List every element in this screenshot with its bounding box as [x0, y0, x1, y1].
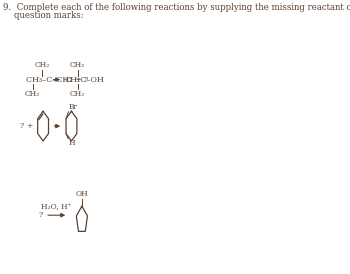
Text: CH₃–C–CH₂ + ?: CH₃–C–CH₂ + ? — [26, 76, 89, 84]
Text: CH₂: CH₂ — [70, 61, 85, 69]
Text: ? +: ? + — [20, 122, 33, 130]
Text: CH₂: CH₂ — [25, 90, 40, 98]
Text: H: H — [69, 139, 75, 147]
Text: H₂O, H⁺: H₂O, H⁺ — [41, 202, 72, 210]
Text: CH₂: CH₂ — [70, 90, 85, 98]
Text: Br: Br — [69, 103, 78, 111]
Text: CH₂C–OH: CH₂C–OH — [65, 76, 105, 84]
Text: OH: OH — [76, 190, 88, 198]
Text: CH₂: CH₂ — [34, 61, 49, 69]
Text: ?: ? — [39, 211, 43, 219]
Text: question marks:: question marks: — [4, 11, 84, 20]
Text: 9.  Complete each of the following reactions by supplying the missing reactant o: 9. Complete each of the following reacti… — [4, 3, 350, 13]
